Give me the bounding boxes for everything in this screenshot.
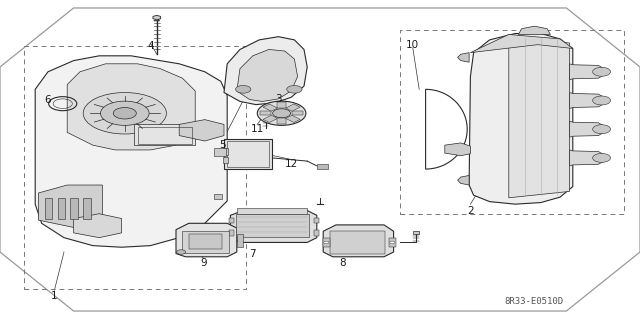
Bar: [400, 30, 624, 214]
Bar: [323, 238, 330, 247]
Bar: [227, 141, 269, 167]
Bar: [229, 218, 234, 223]
Text: 9: 9: [200, 258, 207, 268]
Bar: [317, 164, 328, 169]
Bar: [413, 231, 419, 234]
Polygon shape: [458, 175, 469, 185]
Circle shape: [593, 125, 611, 134]
Circle shape: [257, 101, 306, 125]
Polygon shape: [153, 15, 161, 20]
Circle shape: [273, 109, 291, 118]
Polygon shape: [570, 121, 603, 137]
Circle shape: [390, 241, 395, 244]
Text: 5: 5: [220, 140, 226, 150]
Bar: [389, 238, 396, 247]
Polygon shape: [230, 211, 317, 242]
Text: 6: 6: [45, 95, 51, 106]
Bar: [330, 231, 385, 254]
Polygon shape: [277, 102, 286, 108]
Polygon shape: [285, 104, 300, 111]
Circle shape: [236, 85, 251, 93]
Bar: [261, 111, 270, 114]
Bar: [189, 234, 222, 249]
Bar: [314, 218, 319, 223]
Polygon shape: [470, 34, 573, 53]
Circle shape: [83, 93, 166, 134]
Text: 7: 7: [250, 249, 256, 259]
Bar: [314, 230, 319, 236]
Bar: [58, 198, 65, 219]
Text: 11: 11: [251, 124, 264, 134]
Polygon shape: [67, 64, 195, 150]
Polygon shape: [323, 225, 394, 257]
Bar: [224, 139, 272, 169]
Polygon shape: [224, 37, 307, 105]
Circle shape: [113, 108, 136, 119]
Bar: [237, 208, 307, 214]
Circle shape: [100, 101, 149, 125]
Bar: [134, 124, 195, 145]
Polygon shape: [179, 120, 224, 141]
Text: 12: 12: [285, 159, 298, 169]
Text: 3: 3: [275, 94, 282, 104]
Bar: [70, 198, 78, 219]
Polygon shape: [469, 33, 573, 204]
Polygon shape: [38, 185, 102, 228]
Text: 4: 4: [147, 41, 154, 51]
Text: 1: 1: [51, 291, 58, 301]
Polygon shape: [237, 49, 298, 101]
Bar: [138, 127, 192, 144]
Circle shape: [593, 96, 611, 105]
Polygon shape: [518, 26, 550, 34]
Polygon shape: [260, 111, 271, 115]
Bar: [236, 214, 309, 237]
Bar: [214, 194, 222, 199]
Text: 8R33-E0510D: 8R33-E0510D: [505, 297, 564, 306]
Polygon shape: [277, 118, 286, 124]
Text: 10: 10: [406, 40, 419, 50]
Polygon shape: [458, 53, 469, 62]
Bar: [229, 230, 234, 236]
Polygon shape: [263, 104, 278, 111]
Bar: [214, 148, 226, 156]
Polygon shape: [570, 64, 603, 80]
Polygon shape: [292, 111, 303, 115]
Text: 2: 2: [467, 205, 474, 216]
Polygon shape: [570, 93, 603, 108]
Bar: [83, 198, 91, 219]
Polygon shape: [35, 56, 227, 247]
Polygon shape: [570, 150, 603, 166]
Polygon shape: [74, 214, 122, 238]
Polygon shape: [445, 143, 470, 156]
Polygon shape: [509, 34, 570, 198]
Polygon shape: [285, 115, 300, 122]
Bar: [182, 231, 229, 253]
Text: 8: 8: [339, 258, 346, 268]
Bar: [24, 46, 246, 289]
Circle shape: [177, 250, 186, 254]
Polygon shape: [176, 223, 237, 257]
Bar: [223, 157, 228, 163]
Circle shape: [324, 241, 329, 244]
Bar: [45, 198, 52, 219]
Polygon shape: [263, 115, 278, 122]
Bar: [223, 148, 228, 155]
Circle shape: [287, 85, 302, 93]
Bar: [237, 234, 243, 247]
Circle shape: [593, 153, 611, 162]
Circle shape: [593, 67, 611, 76]
